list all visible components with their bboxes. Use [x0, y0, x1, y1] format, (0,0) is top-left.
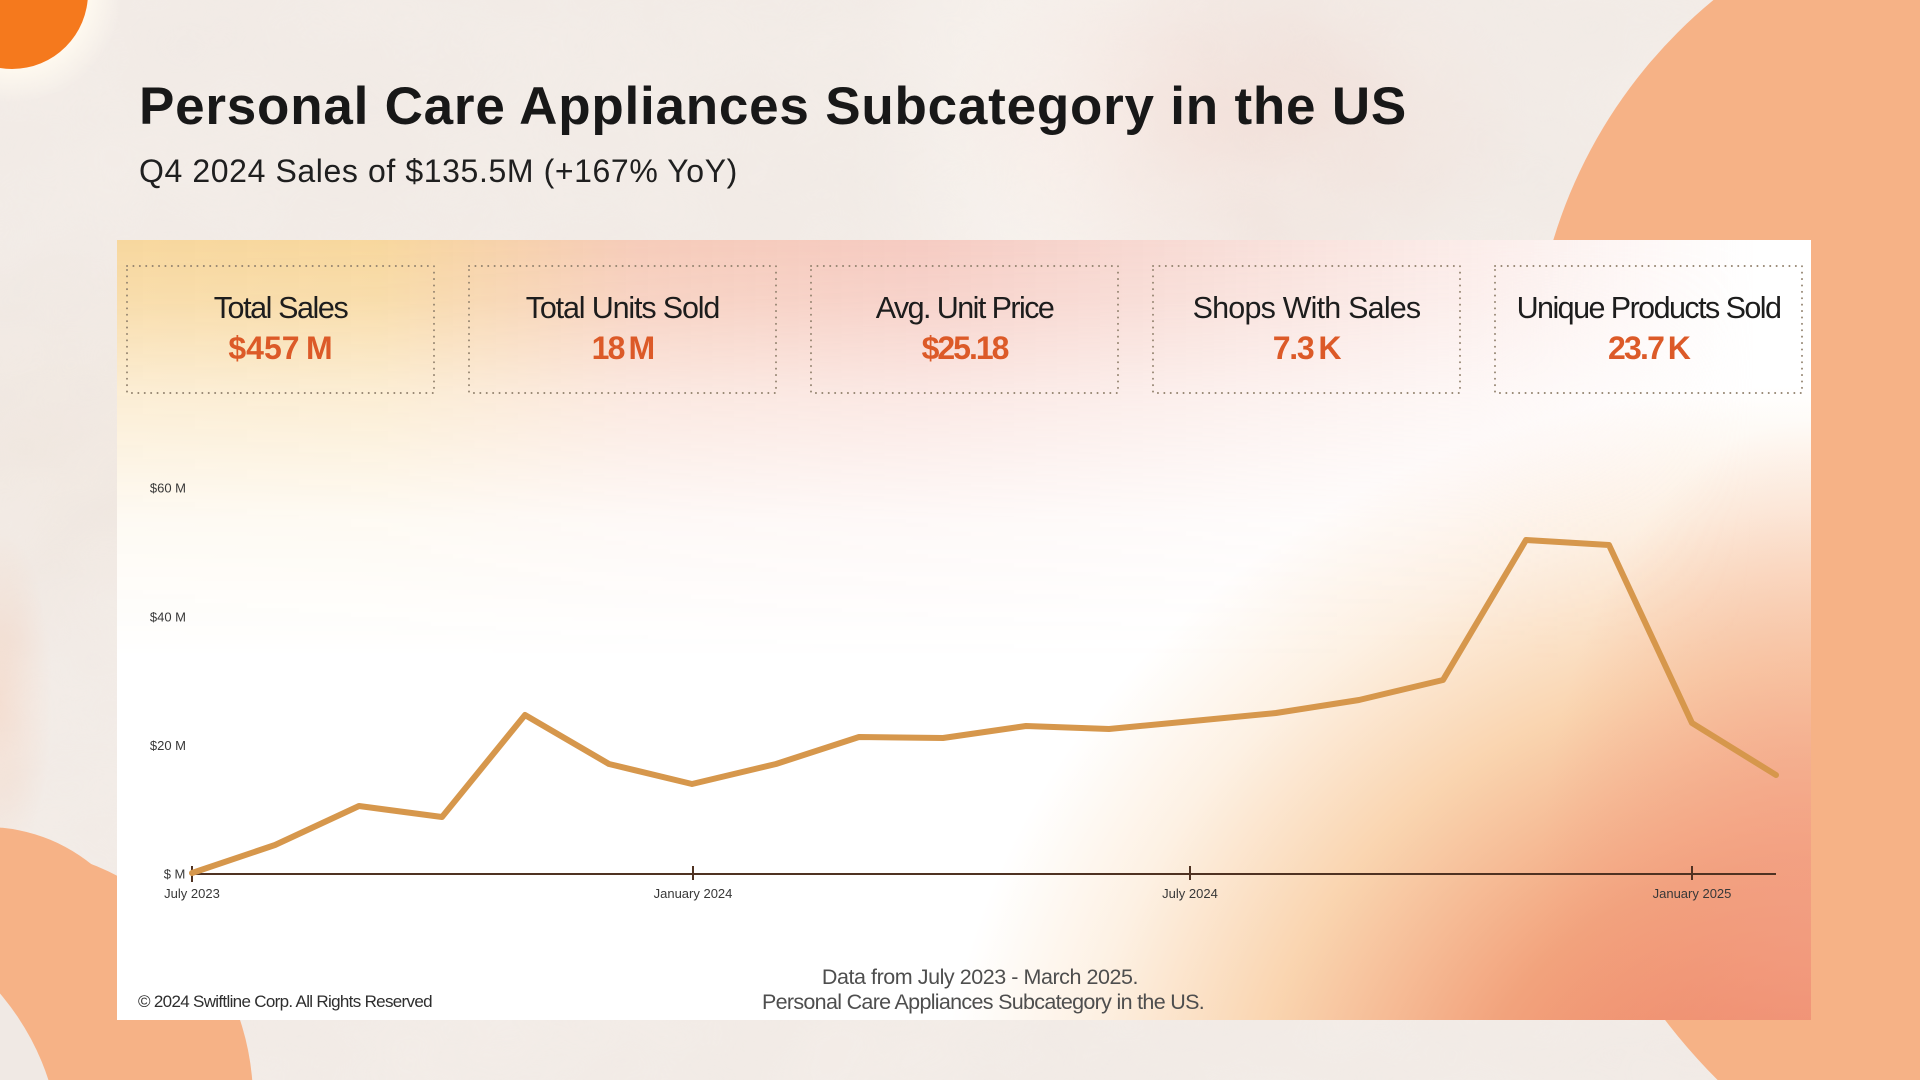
- svg-text:$60 M: $60 M: [150, 481, 186, 496]
- svg-text:January 2024: January 2024: [654, 886, 733, 901]
- svg-text:July 2023: July 2023: [164, 886, 220, 901]
- svg-text:$40 M: $40 M: [150, 610, 186, 625]
- svg-text:January 2025: January 2025: [1653, 886, 1732, 901]
- svg-text:July 2024: July 2024: [1162, 886, 1218, 901]
- svg-text:$ M: $ M: [164, 867, 186, 882]
- svg-text:$20 M: $20 M: [150, 738, 186, 753]
